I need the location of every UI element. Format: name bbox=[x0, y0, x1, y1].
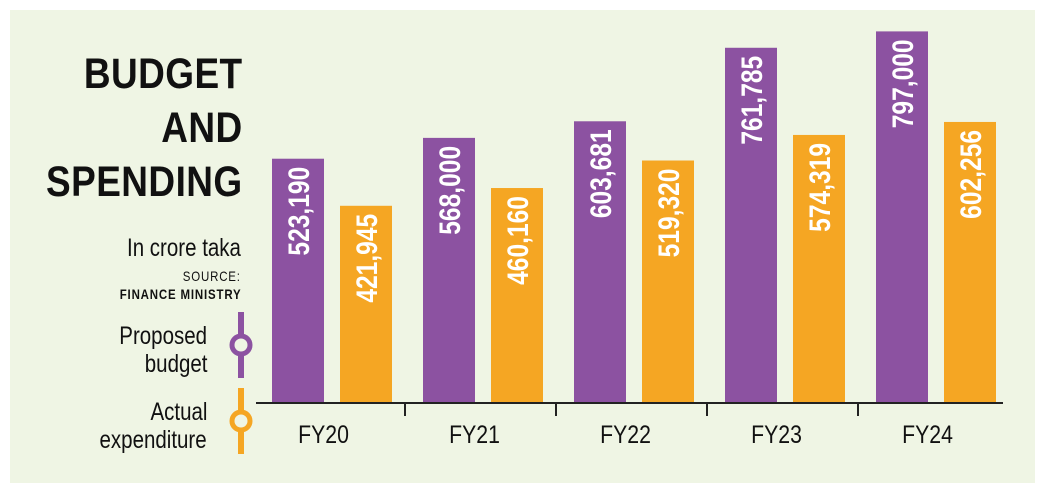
tick-label-fy22: FY22 bbox=[600, 420, 651, 448]
chart-panel: 523,190 421,945 568,000 460,160 603,681 519,3… bbox=[10, 10, 1035, 483]
value-label-proposed-fy21: 568,000 bbox=[433, 146, 467, 235]
legend-actual-label-line-2: expenditure bbox=[99, 426, 207, 454]
bar-proposed-fy22 bbox=[574, 121, 626, 403]
bar-actual-fy21 bbox=[491, 188, 543, 402]
legend-actual-marker-icon bbox=[229, 388, 253, 454]
bar-chart: 523,190 421,945 568,000 460,160 603,681 519,3… bbox=[256, 31, 1003, 448]
bar-actual-fy23 bbox=[793, 134, 845, 403]
tick-label-fy20: FY20 bbox=[298, 420, 349, 448]
bar-proposed-fy23 bbox=[725, 47, 777, 403]
bars-group: 523,190 421,945 568,000 460,160 603,681 519,3… bbox=[272, 31, 996, 403]
source-name: FINANCE MINISTRY bbox=[119, 286, 241, 302]
value-label-proposed-fy22: 603,681 bbox=[584, 129, 618, 218]
value-label-actual-fy24: 602,256 bbox=[954, 130, 988, 219]
value-label-actual-fy21: 460,160 bbox=[501, 196, 535, 285]
bar-actual-fy22 bbox=[642, 160, 694, 402]
tick-label-fy23: FY23 bbox=[751, 420, 802, 448]
chart-title-line-3: SPENDING bbox=[46, 158, 243, 206]
value-label-proposed-fy24: 797,000 bbox=[886, 39, 920, 128]
bar-proposed-fy21 bbox=[423, 137, 475, 402]
legend-actual-label-line-1: Actual bbox=[150, 398, 207, 426]
bar-proposed-fy24 bbox=[876, 31, 928, 403]
value-label-actual-fy20: 421,945 bbox=[350, 214, 384, 303]
x-axis: FY20 FY21 FY22 FY23 FY24 bbox=[256, 402, 1003, 448]
tick-label-fy21: FY21 bbox=[449, 420, 500, 448]
unit-label: In crore taka bbox=[127, 234, 241, 262]
value-label-actual-fy22: 519,320 bbox=[652, 169, 686, 258]
legend-proposed-marker-icon bbox=[229, 312, 253, 378]
chart-title-line-1: BUDGET bbox=[84, 50, 243, 98]
legend-proposed-label-line-2: budget bbox=[144, 350, 207, 378]
chart-title-line-2: AND bbox=[161, 104, 243, 152]
source-label: SOURCE: bbox=[182, 268, 241, 284]
bar-actual-fy20 bbox=[340, 205, 392, 402]
value-label-proposed-fy20: 523,190 bbox=[282, 167, 316, 256]
value-label-proposed-fy23: 761,785 bbox=[735, 56, 769, 145]
bar-proposed-fy20 bbox=[272, 158, 324, 402]
tick-label-fy24: FY24 bbox=[902, 420, 953, 448]
legend-proposed-label-line-1: Proposed bbox=[119, 322, 207, 350]
bar-actual-fy24 bbox=[944, 121, 996, 402]
value-label-actual-fy23: 574,319 bbox=[803, 143, 837, 232]
